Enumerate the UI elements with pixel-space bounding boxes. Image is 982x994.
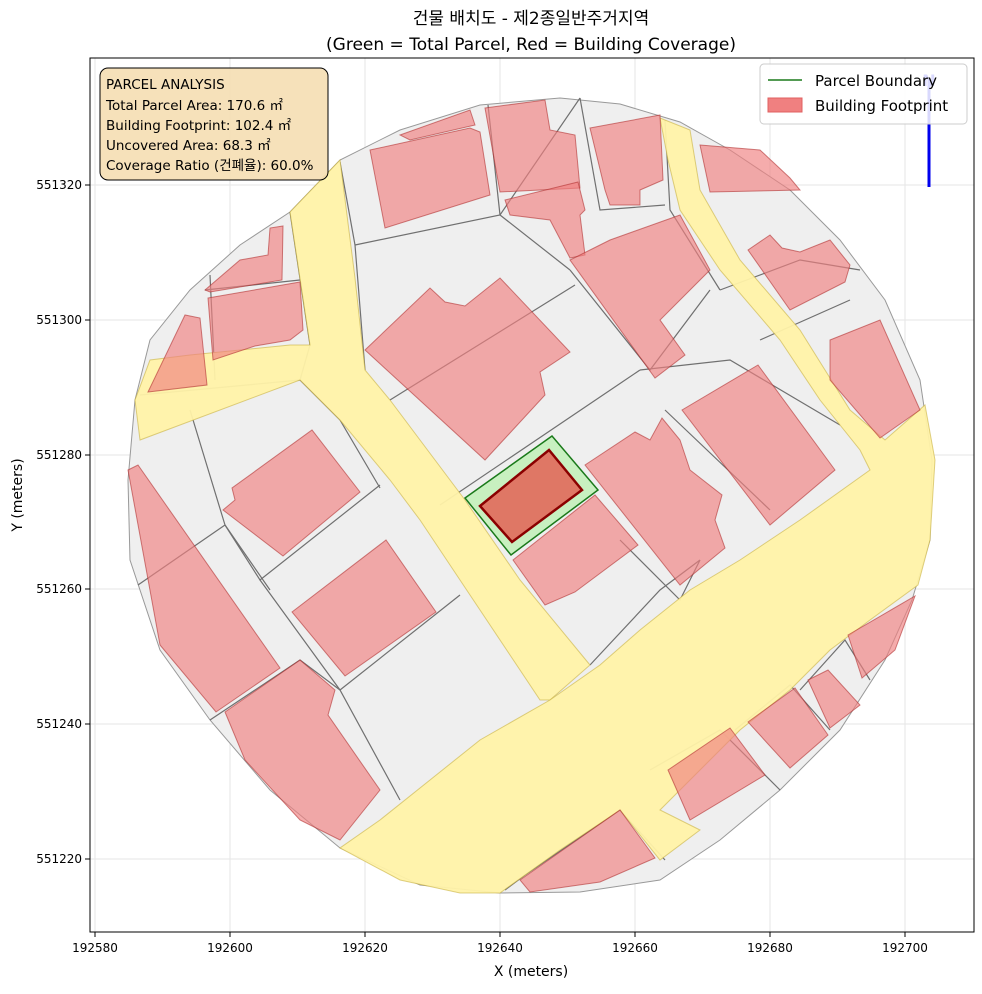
building-footprint-n13: [512, 494, 639, 606]
y-axis: 551320 551300 551280 551260 551240 55122…: [10, 178, 90, 866]
y-tick-label: 551260: [36, 582, 82, 596]
subject-building-footprint[interactable]: [478, 448, 584, 544]
legend-building-label: Building Footprint: [815, 97, 948, 115]
building-footprint-n6: [569, 214, 711, 379]
analysis-coverage-ratio: Coverage Ratio (건폐율): 60.0%: [106, 158, 314, 174]
building-footprint-n2: [484, 99, 581, 193]
building-footprint-n3: [398, 109, 476, 141]
building-footprint-n23: [747, 687, 829, 769]
building-footprint-n7: [699, 144, 802, 193]
building-footprint-n17: [224, 659, 381, 841]
y-tick-label: 551280: [36, 448, 82, 462]
building-footprint-n11: [584, 417, 726, 586]
x-tick-label: 192620: [342, 941, 388, 955]
map-title: 건물 배치도 - 제2종일반주거지역: [413, 9, 649, 29]
building-footprint-n15: [291, 539, 437, 677]
building-footprint-n12: [681, 364, 836, 526]
road-west: [134, 158, 591, 701]
plot-frame: [89, 57, 975, 933]
x-tick-label: 192580: [72, 941, 118, 955]
y-tick-label: 551240: [36, 717, 82, 731]
legend: Parcel Boundary Building Footprint: [759, 63, 968, 125]
x-axis: 192580 192600 192620 192640 192660 19268…: [72, 932, 928, 980]
building-footprint-n9: [829, 319, 921, 439]
y-tick-label: 551300: [36, 313, 82, 327]
building-footprint-n8: [747, 234, 851, 311]
building-footprint-n16: [127, 464, 281, 713]
legend-parcel-label: Parcel Boundary: [815, 72, 937, 90]
parcel-analysis-box: PARCEL ANALYSIS Total Parcel Area: 170.6…: [99, 67, 329, 181]
building-footprint-n4: [589, 114, 664, 206]
y-tick-label: 551220: [36, 852, 82, 866]
x-tick-label: 192600: [207, 941, 253, 955]
analysis-footprint: Building Footprint: 102.4 ㎡: [106, 118, 292, 134]
map-subtitle: (Green = Total Parcel, Red = Building Co…: [326, 35, 736, 55]
analysis-heading: PARCEL ANALYSIS: [106, 77, 225, 93]
building-footprint-n18: [147, 314, 208, 393]
building-footprint-n20: [207, 281, 304, 361]
x-tick-label: 192640: [477, 941, 523, 955]
building-footprint-n1: [369, 127, 491, 229]
x-axis-label: X (meters): [494, 964, 568, 980]
analysis-total-area: Total Parcel Area: 170.6 ㎡: [105, 98, 283, 114]
buildings: [127, 99, 921, 893]
x-tick-label: 192680: [747, 941, 793, 955]
building-footprint-n25: [847, 594, 916, 679]
building-footprint-n24: [807, 669, 861, 729]
x-tick-label: 192660: [612, 941, 658, 955]
x-tick-label: 192700: [882, 941, 928, 955]
building-footprint-n14: [222, 429, 361, 557]
y-axis-label: Y (meters): [10, 458, 26, 532]
building-footprint-n22: [667, 727, 766, 821]
building-footprint-n10: [364, 277, 571, 461]
building-footprint-n21: [519, 809, 656, 893]
building-footprint-n19: [204, 225, 284, 293]
legend-building-swatch: [767, 97, 803, 113]
plot-area: [89, 57, 975, 933]
analysis-uncovered: Uncovered Area: 68.3 ㎡: [106, 138, 271, 154]
y-tick-label: 551320: [36, 178, 82, 192]
